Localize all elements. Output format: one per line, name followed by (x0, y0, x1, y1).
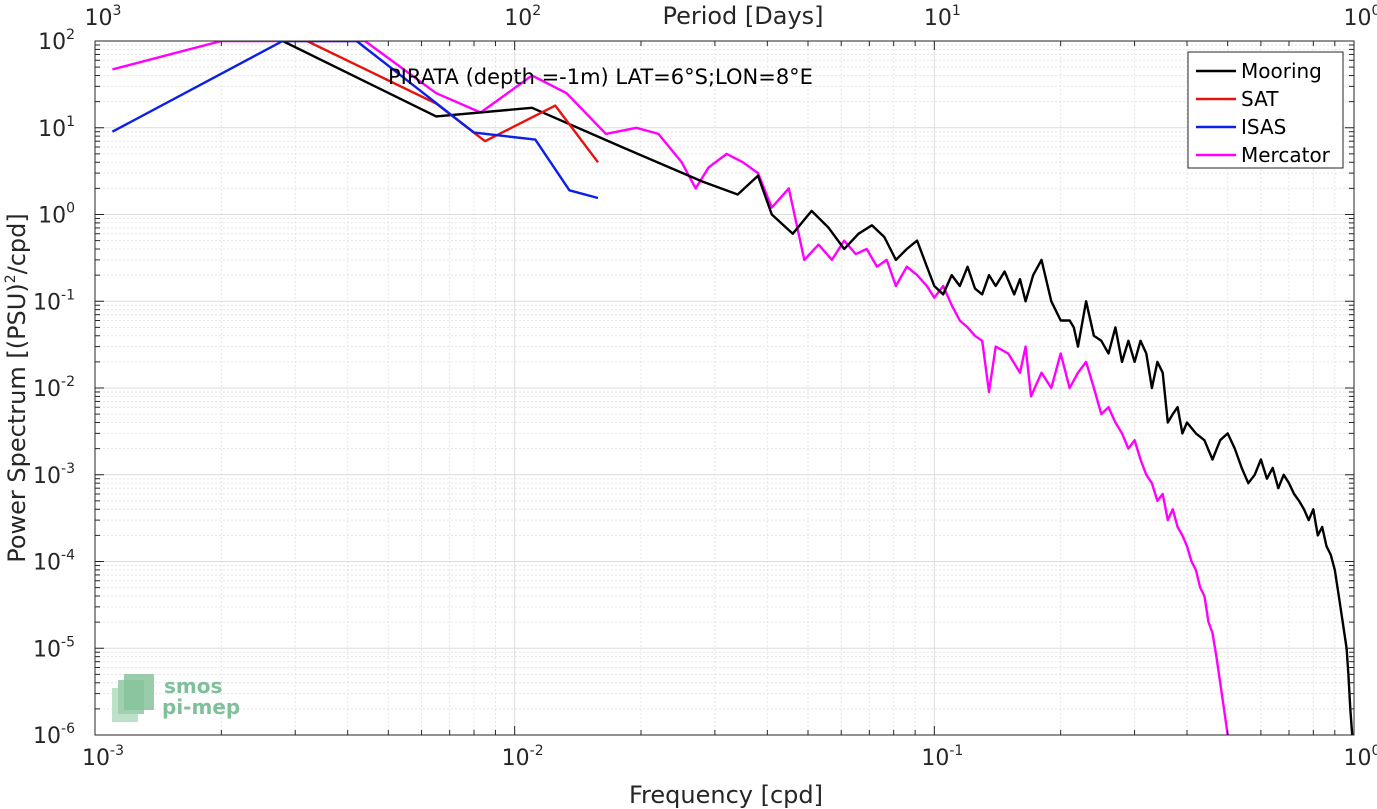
logo-mark-3 (124, 674, 154, 710)
x-tick-label: 10-2 (502, 743, 544, 771)
x-tick-label: 10-1 (921, 743, 963, 771)
legend-label-mooring: Mooring (1241, 59, 1322, 83)
series-line-sat (306, 41, 599, 164)
minor-grid (95, 41, 1354, 735)
series-line-mooring (282, 41, 1354, 735)
series-line-mercator (112, 41, 1229, 735)
y-tick-label: 10-1 (33, 287, 75, 315)
logo-text-smos: smos (164, 674, 222, 698)
x-tick-label: 100 (1344, 743, 1377, 771)
top-tick-label: 102 (504, 3, 541, 31)
series-line-isas (111, 41, 599, 200)
y-tick-label: 102 (38, 27, 75, 55)
major-grid (95, 41, 1354, 735)
top-tick-label: 100 (1344, 3, 1377, 31)
legend-label-mercator: Mercator (1241, 143, 1331, 167)
legend: Mooring SAT ISAS Mercator (1187, 51, 1344, 169)
y-tick-label: 10-6 (33, 721, 75, 749)
legend-label-sat: SAT (1241, 87, 1279, 111)
legend-label-isas: ISAS (1241, 115, 1286, 139)
smos-pi-mep-logo: smos pi-mep (112, 674, 240, 722)
x-axis-label: Frequency [cpd] (629, 781, 823, 809)
y-axis-label-sup: 2 (3, 274, 19, 283)
y-axis-label: Power Spectrum [(PSU)2/cpd] (3, 213, 31, 563)
y-axis-label-end: /cpd] (3, 213, 31, 274)
y-axis-label-main: Power Spectrum [(PSU) (3, 283, 31, 562)
tick-layer: 10-3 10-2 10-1 100 103 102 101 100 102 101 100 10-1… (33, 3, 1377, 771)
series-layer (111, 41, 1354, 735)
y-tick-label: 10-5 (33, 634, 75, 662)
y-tick-label: 10-3 (33, 461, 75, 489)
y-tick-label: 101 (38, 114, 75, 142)
top-tick-label: 103 (85, 3, 122, 31)
top-tick-label: 101 (924, 3, 961, 31)
x-tick-label: 10-3 (82, 743, 124, 771)
y-tick-label: 10-4 (33, 548, 75, 576)
logo-text-pi-mep: pi-mep (162, 695, 240, 719)
y-tick-label: 10-2 (33, 374, 75, 402)
top-axis-label: Period [Days] (662, 2, 823, 30)
y-tick-label: 100 (38, 201, 75, 229)
chart-title: PIRATA (depth =-1m) LAT=6°S;LON=8°E (388, 65, 813, 89)
